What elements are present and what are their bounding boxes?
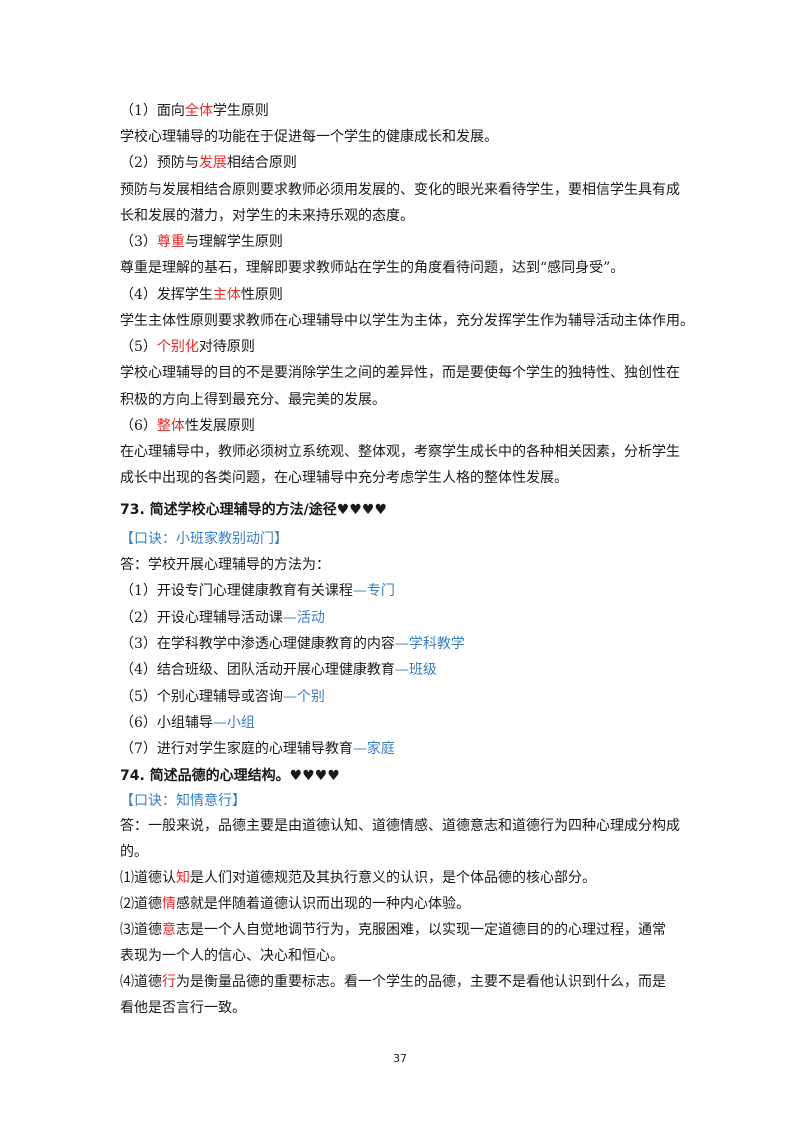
question-73-mnemonic: 【口诀：小班家教别动门】	[120, 531, 288, 547]
moral-structure-item-2: ⑵道德情感就是伴随着道德认识而出现的一种内心体验。	[120, 896, 470, 912]
principle-4-title: （4）发挥学生主体性原则	[120, 287, 283, 303]
page-number: 37	[393, 1052, 407, 1065]
principle-6-body-line1: 在心理辅导中，教师必须树立系统观、整体观，考察学生成长中的各种相关因素，分析学生	[120, 444, 680, 460]
moral-structure-item-3-cont: 表现为一个人的信心、决心和恒心。	[120, 948, 344, 964]
method-item-4: （4）结合班级、团队活动开展心理健康教育—班级	[120, 662, 437, 678]
question-73-heading: 73. 简述学校心理辅导的方法/途径♥♥♥♥	[120, 502, 387, 518]
question-74-answer-line1: 答：一般来说，品德主要是由道德认知、道德情感、道德意志和道德行为四种心理成分构成	[120, 818, 680, 834]
principle-6-title: （6）整体性发展原则	[120, 418, 255, 434]
principle-2-title: （2）预防与发展相结合原则	[120, 155, 297, 171]
method-item-5: （5）个别心理辅导或咨询—个别	[120, 689, 325, 705]
principle-5-body-line2: 积极的方向上得到最充分、最完美的发展。	[120, 392, 386, 408]
method-item-1: （1）开设专门心理健康教育有关课程—专门	[120, 583, 395, 599]
principle-2-body-line2: 长和发展的潜力，对学生的未来持乐观的态度。	[120, 208, 414, 224]
principle-5-title: （5）个别化对待原则	[120, 339, 255, 355]
moral-structure-item-4: ⑷道德行为是衡量品德的重要标志。看一个学生的品德，主要不是看他认识到什么，而是	[120, 974, 666, 990]
method-item-7: （7）进行对学生家庭的心理辅导教育—家庭	[120, 741, 395, 757]
principle-4-body: 学生主体性原则要求教师在心理辅导中以学生为主体，充分发挥学生作为辅导活动主体作用…	[120, 313, 694, 329]
method-item-2: （2）开设心理辅导活动课—活动	[120, 610, 325, 626]
principle-1-body: 学校心理辅导的功能在于促进每一个学生的健康成长和发展。	[120, 129, 498, 145]
principle-2-body-line1: 预防与发展相结合原则要求教师必须用发展的、变化的眼光来看待学生，要相信学生具有成	[120, 182, 680, 198]
question-73-answer-intro: 答：学校开展心理辅导的方法为：	[120, 557, 330, 573]
question-74-answer-line2: 的。	[120, 844, 148, 860]
moral-structure-item-1: ⑴道德认知是人们对道德规范及其执行意义的认识，是个体品德的核心部分。	[120, 870, 596, 886]
principle-3-body: 尊重是理解的基石，理解即要求教师站在学生的角度看待问题，达到“感同身受”。	[120, 260, 625, 276]
principle-5-body-line1: 学校心理辅导的目的不是要消除学生之间的差异性，而是要使每个学生的独特性、独创性在	[120, 365, 680, 381]
question-74-heading: 74. 简述品德的心理结构。♥♥♥♥	[120, 768, 340, 784]
principle-3-title: （3）尊重与理解学生原则	[120, 234, 283, 250]
method-item-3: （3）在学科教学中渗透心理健康教育的内容—学科教学	[120, 636, 465, 652]
method-item-6: （6）小组辅导—小组	[120, 715, 255, 731]
question-74-mnemonic: 【口诀：知情意行】	[120, 793, 246, 809]
moral-structure-item-4-cont: 看他是否言行一致。	[120, 1000, 246, 1016]
principle-1-title: （1）面向全体学生原则	[120, 103, 269, 119]
principle-6-body-line2: 成长中出现的各类问题，在心理辅导中充分考虑学生人格的整体性发展。	[120, 470, 568, 486]
moral-structure-item-3: ⑶道德意志是一个人自觉地调节行为，克服困难，以实现一定道德目的的心理过程，通常	[120, 922, 666, 938]
